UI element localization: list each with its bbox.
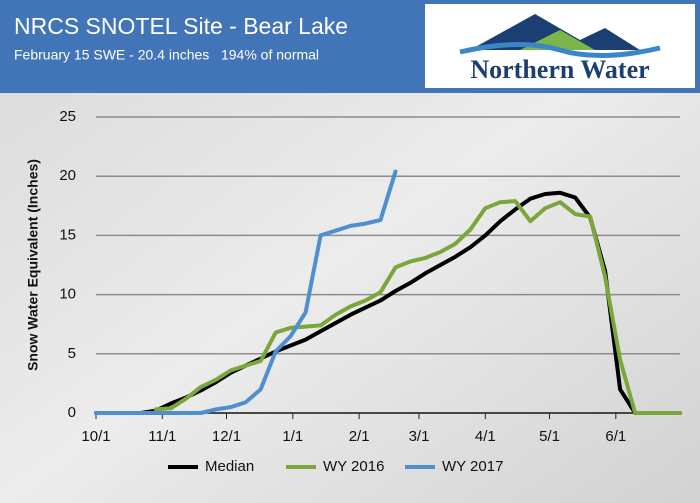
- chart-title: NRCS SNOTEL Site - Bear Lake: [14, 13, 348, 39]
- y-tick-label: 15: [59, 226, 76, 243]
- series-line: [153, 199, 682, 415]
- x-tick-label: 3/1: [409, 428, 430, 445]
- x-tick-label: 2/1: [349, 428, 370, 445]
- legend-label: Median: [205, 458, 254, 475]
- logo-mountain: [470, 14, 640, 50]
- y-tick-label: 0: [68, 404, 76, 421]
- x-tick-label: 12/1: [212, 428, 241, 445]
- series-line: [94, 169, 398, 415]
- legend-label: WY 2016: [323, 458, 384, 475]
- x-tick-label: 6/1: [605, 428, 626, 445]
- legend-label: WY 2017: [442, 458, 503, 475]
- chart-subtitle: February 15 SWE - 20.4 inches 194% of no…: [14, 47, 319, 63]
- x-tick-label: 5/1: [539, 428, 560, 445]
- logo-water: [459, 41, 661, 59]
- x-tick-label: 11/1: [148, 428, 176, 445]
- x-tick-label: 10/1: [81, 428, 110, 445]
- y-tick-label: 20: [59, 167, 76, 184]
- x-tick-label: 1/1: [282, 428, 303, 445]
- y-tick-label: 25: [59, 108, 76, 125]
- y-tick-label: 10: [59, 286, 76, 303]
- x-tick-label: 4/1: [475, 428, 496, 445]
- logo-text: Northern Water: [470, 55, 649, 84]
- y-tick-label: 5: [68, 345, 76, 362]
- y-axis-label: Snow Water Equivalent (Inches): [25, 159, 41, 371]
